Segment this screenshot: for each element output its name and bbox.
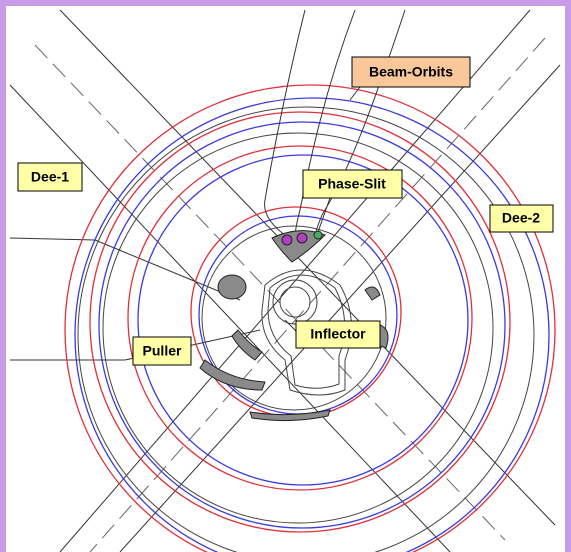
beam-spot bbox=[314, 231, 322, 239]
line bbox=[318, 198, 330, 232]
shape bbox=[295, 10, 355, 238]
puller-label: Puller bbox=[143, 343, 182, 359]
beam-spot bbox=[297, 233, 307, 243]
shape bbox=[365, 287, 380, 300]
phase-slit-label: Phase-Slit bbox=[318, 176, 386, 192]
ring bbox=[138, 155, 468, 485]
dee-1-label: Dee-1 bbox=[31, 169, 69, 185]
beam-orbits-label: Beam-Orbits bbox=[369, 64, 453, 80]
dee-2-label: Dee-2 bbox=[502, 210, 540, 226]
beam-orbit-tracks bbox=[265, 10, 405, 238]
shape bbox=[232, 330, 262, 360]
frame-border bbox=[3, 3, 568, 552]
line bbox=[60, 10, 555, 525]
line bbox=[60, 10, 530, 552]
line bbox=[90, 38, 545, 552]
shape bbox=[218, 275, 246, 299]
labels: Beam-Orbits Dee-1 Phase-Slit Dee-2 Infle… bbox=[18, 57, 553, 365]
dee-boundaries bbox=[10, 10, 560, 552]
beam-spot bbox=[282, 235, 292, 245]
inflector-label: Inflector bbox=[310, 326, 366, 342]
body: Beam-Orbits Dee-1 Phase-Slit Dee-2 Infle… bbox=[0, 0, 571, 552]
page: Cyclotron central region {"labels": {"be… bbox=[0, 0, 571, 552]
diagram: Beam-Orbits Dee-1 Phase-Slit Dee-2 Infle… bbox=[0, 0, 571, 552]
shape bbox=[200, 360, 265, 390]
ring bbox=[280, 287, 310, 317]
